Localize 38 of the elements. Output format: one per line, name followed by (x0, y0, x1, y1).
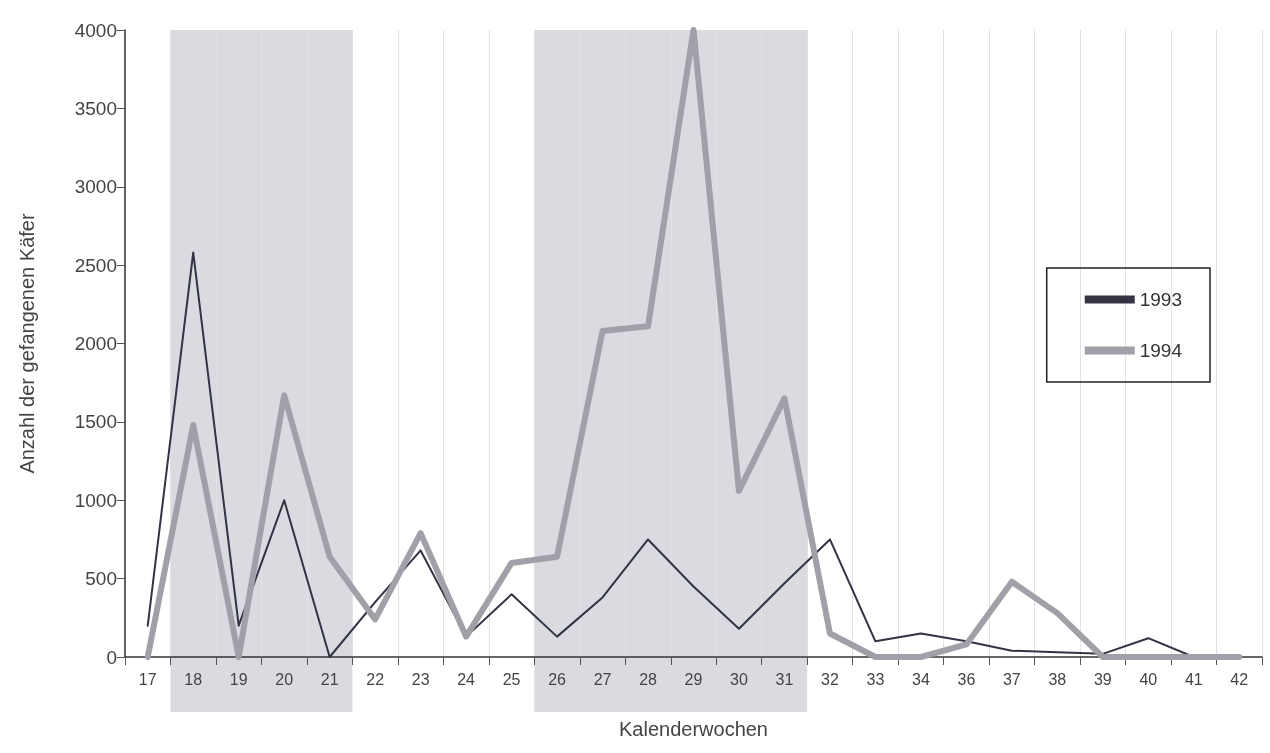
x-tick-label: 34 (912, 670, 930, 688)
legend-label: 1994 (1139, 340, 1183, 361)
x-tick-label: 26 (548, 670, 567, 688)
y-tick-label: 2500 (74, 254, 117, 276)
x-tick-label: 39 (1093, 670, 1112, 688)
x-tick-label: 40 (1139, 670, 1158, 688)
legend-label: 1993 (1139, 289, 1183, 310)
x-tick-label: 24 (457, 670, 476, 688)
x-tick-label: 25 (502, 670, 521, 688)
y-tick-label: 500 (85, 568, 117, 590)
x-tick-label: 36 (957, 670, 976, 688)
y-tick-label: 4000 (74, 19, 117, 41)
x-tick-label: 27 (593, 670, 612, 688)
x-tick-label: 32 (821, 670, 839, 688)
x-tick-label: 38 (1048, 670, 1067, 688)
x-tick-label: 28 (639, 670, 658, 688)
x-tick-label: 23 (411, 670, 430, 688)
x-tick-label: 29 (684, 670, 703, 688)
y-tick-label: 0 (106, 646, 117, 668)
x-tick-label: 20 (275, 670, 294, 688)
x-tick-label: 30 (730, 670, 748, 688)
x-tick-label: 17 (138, 670, 157, 688)
x-tick-label: 42 (1230, 670, 1249, 688)
x-tick-label: 33 (866, 670, 885, 688)
y-tick-label: 1000 (74, 489, 117, 511)
y-tick-label: 3500 (74, 97, 117, 119)
x-tick-label: 18 (184, 670, 203, 688)
x-tick-label: 31 (775, 670, 794, 688)
y-tick-label: 2000 (74, 333, 117, 354)
x-tick-label: 37 (1002, 670, 1021, 688)
y-axis-title: Anzahl der gefangenen Käfer (16, 213, 38, 474)
x-axis-title: Kalenderwochen (619, 718, 768, 740)
x-tick-label: 21 (320, 670, 339, 688)
x-tick-label: 22 (366, 670, 385, 688)
y-tick-label: 3000 (74, 176, 117, 198)
y-tick-label: 1500 (74, 411, 117, 433)
x-tick-label: 19 (229, 670, 248, 688)
x-tick-label: 41 (1184, 670, 1203, 688)
